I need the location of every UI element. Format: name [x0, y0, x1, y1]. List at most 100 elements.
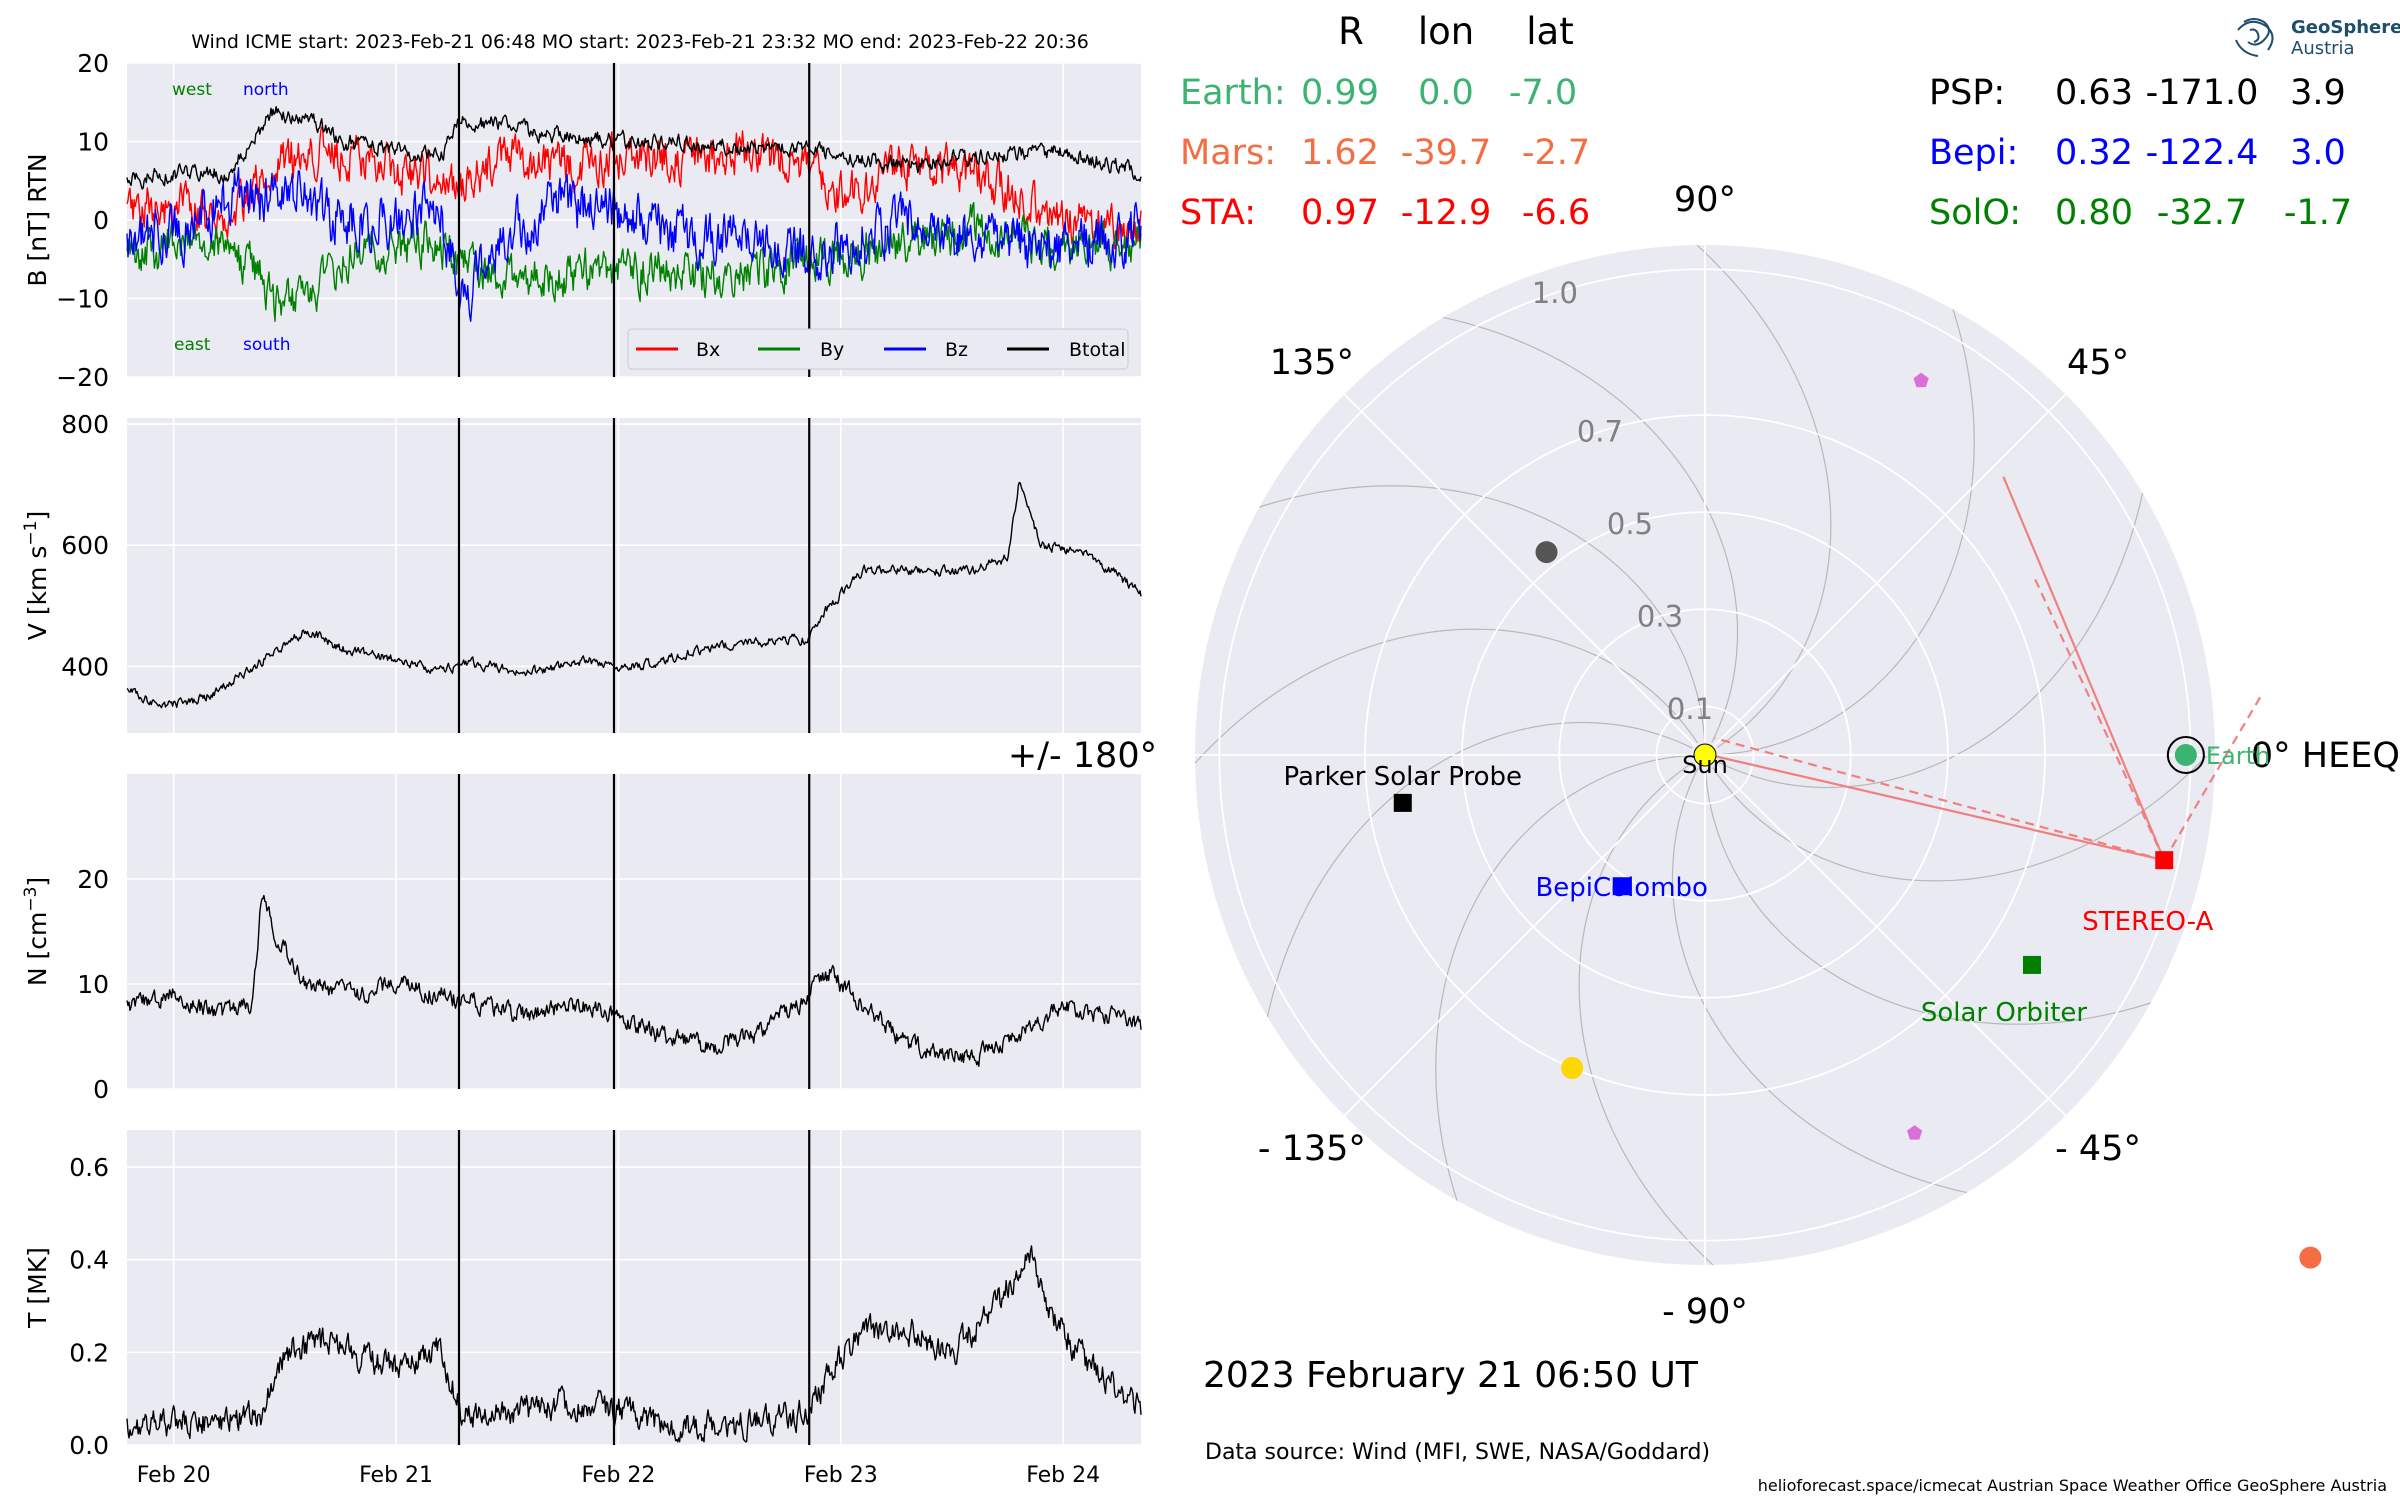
- unnamed-body-marker: [1907, 1125, 1923, 1140]
- legend-label-btotal: Btotal: [1069, 339, 1125, 361]
- legend-frame: [627, 328, 1129, 370]
- radial-tick-label: 1.0: [1532, 276, 1578, 310]
- b-field-panel: 20 10 0 −10 −20 B [nT] RTN: [23, 49, 1142, 392]
- speed-ytick-label: 600: [61, 531, 109, 560]
- temperature-ytick-label: 0.2: [69, 1338, 109, 1367]
- xtick-label: Feb 23: [804, 1463, 878, 1488]
- density-series-line: [126, 894, 1142, 1067]
- parker-spiral-lines: [1194, 244, 2216, 1266]
- solar-orbiter-marker: [2022, 955, 2041, 974]
- angle-label: - 45°: [2055, 1129, 2141, 1169]
- polar-grid-spoke: [1704, 393, 2067, 756]
- speed-ytick-label: 400: [61, 652, 109, 681]
- bepi-lat: 3.0: [2290, 133, 2346, 173]
- unnamed-body-marker: [1561, 1056, 1584, 1079]
- polar-grid-spoke: [1343, 754, 1706, 1117]
- chart-title: Wind ICME start: 2023-Feb-21 06:48 MO st…: [191, 31, 1089, 53]
- b-field-ytick-label: −10: [56, 285, 109, 314]
- sun-label: Sun: [1682, 751, 1728, 779]
- earth-lat: -7.0: [1509, 73, 1577, 113]
- b-field-ytick-label: 0: [93, 206, 109, 235]
- south-label: south: [243, 335, 290, 355]
- speed-plot-area: [127, 418, 1141, 733]
- polar-tick-labels: 0.1 0.3 0.5 0.7 1.0 0° HEEQ 45° 90° 135° +/- 180°…: [1008, 180, 2400, 1332]
- sta-cme-line: [2002, 476, 2166, 861]
- credits-label: helioforecast.space/icmecat Austrian Spa…: [1758, 1476, 2387, 1495]
- radial-tick-label: 0.1: [1667, 692, 1713, 726]
- stereo-a-marker: [2155, 851, 2174, 870]
- polar-grid-spoke: [1704, 754, 2067, 1117]
- b-field-ylabel: B [nT] RTN: [23, 153, 52, 286]
- density-ytick-label: 10: [77, 970, 109, 999]
- sta-sun-line: [1709, 753, 2165, 862]
- earth-lon: 0.0: [1418, 73, 1474, 113]
- mars-lon: -39.7: [1401, 133, 1492, 173]
- data-source-label: Data source: Wind (MFI, SWE, NASA/Goddar…: [1205, 1440, 1710, 1465]
- column-header-lat: lat: [1526, 10, 1573, 53]
- north-label: north: [243, 80, 289, 100]
- temperature-panel: 0.6 0.4 0.2 0.0 T [MK]: [23, 1130, 1142, 1460]
- angle-label: +/- 180°: [1008, 736, 1157, 776]
- speed-ytick-label: 800: [61, 410, 109, 439]
- sta-lon: -12.9: [1401, 193, 1492, 233]
- spiral-field-line: [1712, 746, 2216, 882]
- stereo-a-label: STEREO-A: [2082, 907, 2213, 937]
- angle-label: - 90°: [1662, 1292, 1748, 1332]
- legend-label-bx: Bx: [696, 339, 720, 361]
- speed-series-line: [126, 481, 1142, 709]
- temperature-ytick-label: 0.6: [69, 1153, 109, 1182]
- sta-cme-dashed-line: [2034, 578, 2166, 861]
- legend-label-bz: Bz: [945, 339, 968, 361]
- psp-lat: 3.9: [2290, 73, 2346, 113]
- solo-r: 0.80: [2055, 193, 2133, 233]
- sta-lat: -6.6: [1522, 193, 1590, 233]
- solo-name: SolO:: [1929, 193, 2021, 233]
- mars-r: 1.62: [1301, 133, 1379, 173]
- earth-label: Earth: [2206, 742, 2270, 770]
- spiral-field-line: [1442, 316, 1739, 743]
- spiral-field-line: [1578, 762, 1714, 1266]
- radial-tick-label: 0.5: [1607, 507, 1653, 541]
- spiral-field-line: [1719, 309, 1975, 756]
- angle-label: 45°: [2067, 343, 2129, 383]
- parker-solar-probe-label: Parker Solar Probe: [1284, 762, 1522, 792]
- density-ytick-label: 0: [93, 1075, 109, 1104]
- stereo-a-lines: [1709, 476, 2262, 862]
- bepi-lon: -122.4: [2146, 133, 2259, 173]
- b-field-ytick-label: 20: [77, 49, 109, 78]
- spiral-field-line: [1259, 485, 1706, 741]
- xtick-label: Feb 20: [137, 1463, 211, 1488]
- density-plot-area: [127, 774, 1141, 1089]
- unnamed-body-marker: [1913, 372, 1929, 388]
- spiral-field-line: [1717, 492, 2144, 789]
- logo-line2: Austria: [2291, 38, 2355, 59]
- b-field-ytick-label: 10: [77, 128, 109, 157]
- logo-line1: GeoSphere: [2291, 17, 2400, 38]
- legend-label-by: By: [820, 339, 844, 361]
- geosphere-logo: GeoSphere Austria: [2235, 17, 2400, 59]
- psp-lon: -171.0: [2146, 73, 2259, 113]
- sun-marker: [1693, 743, 1717, 767]
- temperature-ytick-label: 0.0: [69, 1431, 109, 1460]
- angle-label: - 135°: [1258, 1129, 1366, 1169]
- earth-r: 0.99: [1301, 73, 1379, 113]
- xtick-label: Feb 21: [359, 1463, 433, 1488]
- solar-orbiter-label: Solar Orbiter: [1921, 998, 2088, 1028]
- east-label: east: [174, 335, 211, 355]
- earth-marker: [2174, 744, 2197, 766]
- temperature-ylabel: T [MK]: [23, 1247, 52, 1329]
- angle-label: 0° HEEQ: [2251, 736, 2400, 776]
- polar-grid: [1195, 245, 2215, 1265]
- angle-label: 135°: [1270, 343, 1354, 383]
- heliosphere-polar-plot: 0.1 0.3 0.5 0.7 1.0 0° HEEQ 45° 90° 135° +/- 180°…: [1008, 180, 2400, 1332]
- radial-tick-label: 0.3: [1637, 599, 1683, 633]
- bepi-name: Bepi:: [1929, 133, 2018, 173]
- spiral-field-line: [1704, 769, 2151, 1025]
- logo-swirl-icon: [2235, 18, 2274, 57]
- column-header-lon: lon: [1418, 10, 1474, 53]
- sta-name: STA:: [1180, 193, 1256, 233]
- xtick-label: Feb 22: [581, 1463, 655, 1488]
- psp-r: 0.63: [2055, 73, 2133, 113]
